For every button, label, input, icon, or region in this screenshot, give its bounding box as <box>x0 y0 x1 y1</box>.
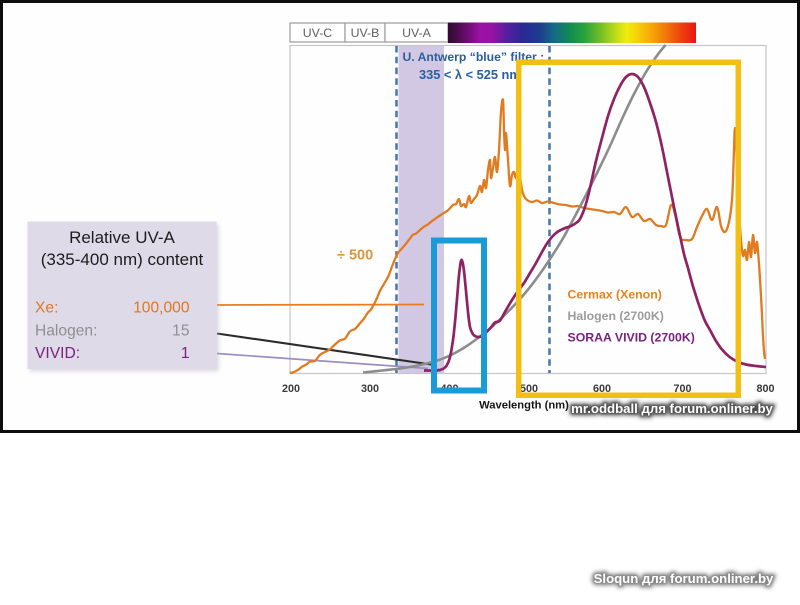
svg-text:mr.oddball для forum.onliner.b: mr.oddball для forum.onliner.by <box>571 401 773 416</box>
svg-text:VIVID:: VIVID: <box>35 345 80 362</box>
svg-text:Cermax (Xenon): Cermax (Xenon) <box>568 288 662 302</box>
svg-text:600: 600 <box>593 383 611 395</box>
svg-text:15: 15 <box>172 323 190 340</box>
svg-text:Sloqun для forum.onliner.by: Sloqun для forum.onliner.by <box>594 571 774 586</box>
svg-text:÷ 500: ÷ 500 <box>337 248 373 264</box>
svg-text:300: 300 <box>361 383 379 395</box>
svg-text:UV-B: UV-B <box>351 26 380 40</box>
svg-text:SORAA VIVID (2700K): SORAA VIVID (2700K) <box>568 331 695 345</box>
svg-text:UV-C: UV-C <box>303 26 332 40</box>
svg-text:700: 700 <box>673 383 691 395</box>
svg-text:(335-400 nm) content: (335-400 nm) content <box>41 250 204 269</box>
svg-text:1: 1 <box>181 345 190 362</box>
svg-text:Halogen (2700K): Halogen (2700K) <box>568 309 664 323</box>
svg-text:500: 500 <box>520 383 538 395</box>
svg-text:200: 200 <box>282 383 300 395</box>
svg-text:mr.oddball для forum.onliner.b: mr.oddball для forum.onliner.by <box>571 401 773 416</box>
svg-text:100,000: 100,000 <box>133 300 190 317</box>
svg-text:Xe:: Xe: <box>35 300 58 317</box>
svg-text:335 < λ < 525 nm: 335 < λ < 525 nm <box>419 67 521 82</box>
svg-text:U. Antwerp “blue” filter :: U. Antwerp “blue” filter : <box>403 50 545 64</box>
svg-text:UV-A: UV-A <box>402 26 431 40</box>
svg-text:Halogen:: Halogen: <box>35 323 97 340</box>
svg-text:800: 800 <box>756 383 774 395</box>
svg-text:Sloqun для forum.onliner.by: Sloqun для forum.onliner.by <box>594 571 774 586</box>
svg-text:Sloqun для forum.onliner.by: Sloqun для forum.onliner.by <box>594 571 774 586</box>
svg-text:Relative UV-A: Relative UV-A <box>69 228 175 247</box>
svg-text:Wavelength (nm): Wavelength (nm) <box>479 400 569 412</box>
svg-text:mr.oddball для forum.onliner.b: mr.oddball для forum.onliner.by <box>571 401 773 416</box>
